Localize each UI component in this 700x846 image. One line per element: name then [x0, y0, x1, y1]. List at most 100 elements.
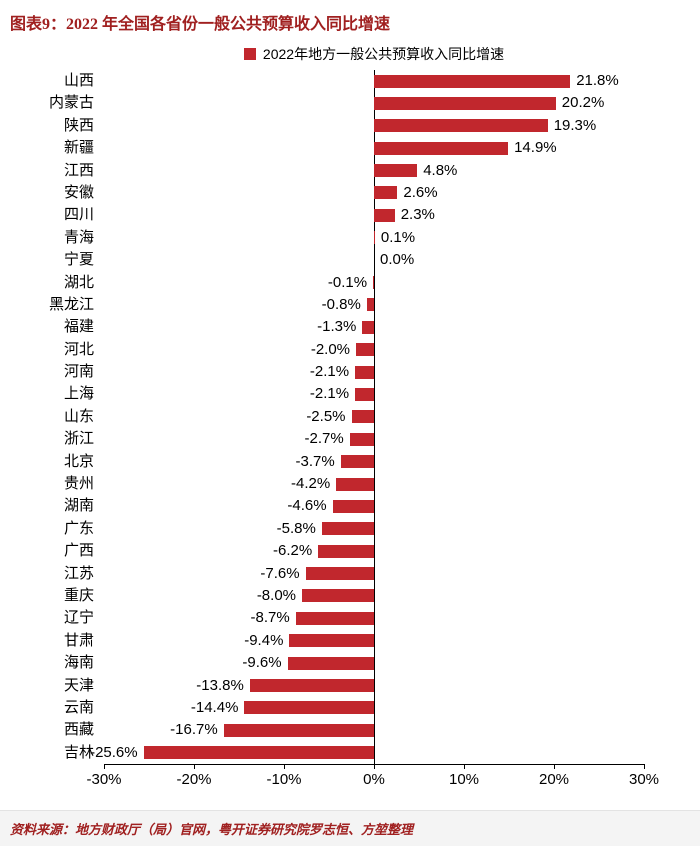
category-label: 上海 [63, 386, 94, 403]
chart-row: 安徽 2.6% [64, 182, 644, 204]
bar [295, 611, 374, 625]
value-label: 2.3% [400, 206, 435, 224]
x-axis: -30% -20% -10% 0% 10% 20% 30% [86, 764, 659, 794]
bar [289, 634, 374, 648]
value-label: -4.6% [287, 497, 327, 515]
value-label: 21.8% [576, 72, 619, 89]
chart-row: 黑龙江 -0.8% [49, 294, 644, 316]
value-label: -6.2% [273, 542, 313, 560]
chart-row: 甘肃 -9.4% [64, 630, 644, 652]
category-label: 青海 [63, 229, 94, 246]
value-label: -9.4% [244, 631, 284, 649]
bar [355, 387, 374, 401]
chart-row: 山东 -2.5% [64, 406, 644, 428]
bar [374, 96, 556, 110]
bar [356, 343, 374, 357]
value-label: -2.0% [310, 340, 351, 358]
value-label: -7.6% [260, 564, 300, 582]
category-label: 江苏 [63, 565, 94, 582]
value-label: -9.6% [242, 654, 282, 672]
chart-row: 天津 -13.8% [64, 675, 644, 697]
chart-row: 福建 -1.3% [64, 316, 644, 338]
chart-row: 山西 21.8% [64, 70, 644, 92]
category-label: 四川 [63, 207, 94, 224]
category-label: 重庆 [63, 587, 94, 604]
chart-row: 内蒙古 20.2% [49, 92, 644, 114]
value-label: -1.3% [317, 318, 357, 336]
bar [374, 208, 395, 222]
value-label: -3.7% [295, 452, 335, 470]
chart-row: 江西 4.8% [64, 160, 644, 182]
value-label: -14.4% [190, 698, 239, 716]
source-note: 资料来源：地方财政厅（局）官网，粤开证券研究院罗志恒、方堃整理 [0, 810, 700, 846]
bar [373, 276, 374, 290]
bar [374, 119, 548, 133]
bar [249, 679, 374, 693]
category-label: 山西 [63, 73, 94, 89]
category-label: 安徽 [63, 184, 94, 201]
value-label: -0.1% [327, 273, 368, 291]
bar [287, 656, 374, 670]
category-label: 河南 [63, 364, 94, 381]
category-label: 贵州 [63, 476, 94, 493]
chart-row: 吉林 -25.6% [64, 742, 644, 764]
bar [321, 522, 374, 536]
bar [366, 298, 374, 312]
chart-row: 湖北 -0.1% [64, 272, 644, 294]
legend-swatch-icon [243, 48, 256, 60]
value-label: -0.8% [321, 295, 361, 313]
category-label: 山东 [63, 408, 94, 425]
chart-row: 青海 0.1% [64, 227, 644, 249]
category-label: 吉林 [63, 744, 94, 761]
x-tick-label: -10% [266, 771, 302, 789]
value-label: 4.8% [423, 161, 458, 179]
category-label: 黑龙江 [48, 296, 94, 313]
bar [143, 746, 374, 760]
chart-row: 河南 -2.1% [64, 361, 644, 383]
value-label: -13.8% [196, 676, 244, 694]
chart-row: 重庆 -8.0% [64, 585, 644, 607]
chart-row: 江苏 -7.6% [64, 563, 644, 585]
chart-row: 贵州 -4.2% [64, 473, 644, 495]
value-label: 0.1% [380, 228, 416, 246]
value-label: -16.7% [170, 721, 218, 739]
x-tick-label: 30% [628, 771, 660, 789]
bar [223, 723, 374, 737]
x-tick-label: -20% [176, 771, 212, 789]
legend-label: 2022年地方一般公共预算收入同比增速 [262, 46, 505, 62]
bar [362, 320, 374, 334]
category-label: 陕西 [63, 117, 94, 134]
chart-row: 浙江 -2.7% [64, 428, 644, 450]
category-label: 天津 [63, 677, 94, 694]
chart-row: 云南 -14.4% [64, 697, 644, 719]
chart-row: 海南 -9.6% [64, 652, 644, 674]
category-label: 广东 [63, 520, 94, 537]
bar [349, 432, 374, 446]
value-label: -8.7% [250, 609, 290, 627]
category-label: 甘肃 [63, 632, 94, 649]
value-label: -2.7% [304, 430, 344, 448]
bar [305, 567, 374, 581]
zero-axis-line [374, 70, 375, 765]
chart-row: 广西 -6.2% [64, 540, 644, 562]
chart-row: 新疆 14.9% [64, 137, 644, 159]
chart-row: 上海 -2.1% [64, 383, 644, 405]
category-label: 湖南 [63, 498, 94, 515]
category-label: 江西 [63, 162, 94, 179]
value-label: -2.1% [309, 363, 350, 381]
value-label: 0.0% [380, 251, 415, 269]
chart-row: 四川 2.3% [64, 204, 644, 226]
category-label: 云南 [63, 699, 94, 716]
bar [355, 365, 374, 379]
category-label: 广西 [63, 543, 94, 560]
chart-row: 北京 -3.7% [64, 451, 644, 473]
category-label: 福建 [63, 319, 94, 336]
bar [302, 589, 374, 603]
bar [336, 477, 374, 491]
category-label: 浙江 [63, 431, 94, 448]
value-label: -5.8% [276, 519, 316, 537]
x-tick-label: -30% [86, 771, 122, 789]
value-label: 19.3% [553, 116, 597, 134]
category-label: 西藏 [63, 722, 94, 739]
chart-legend: 2022年地方一般公共预算收入同比增速 [104, 44, 644, 64]
